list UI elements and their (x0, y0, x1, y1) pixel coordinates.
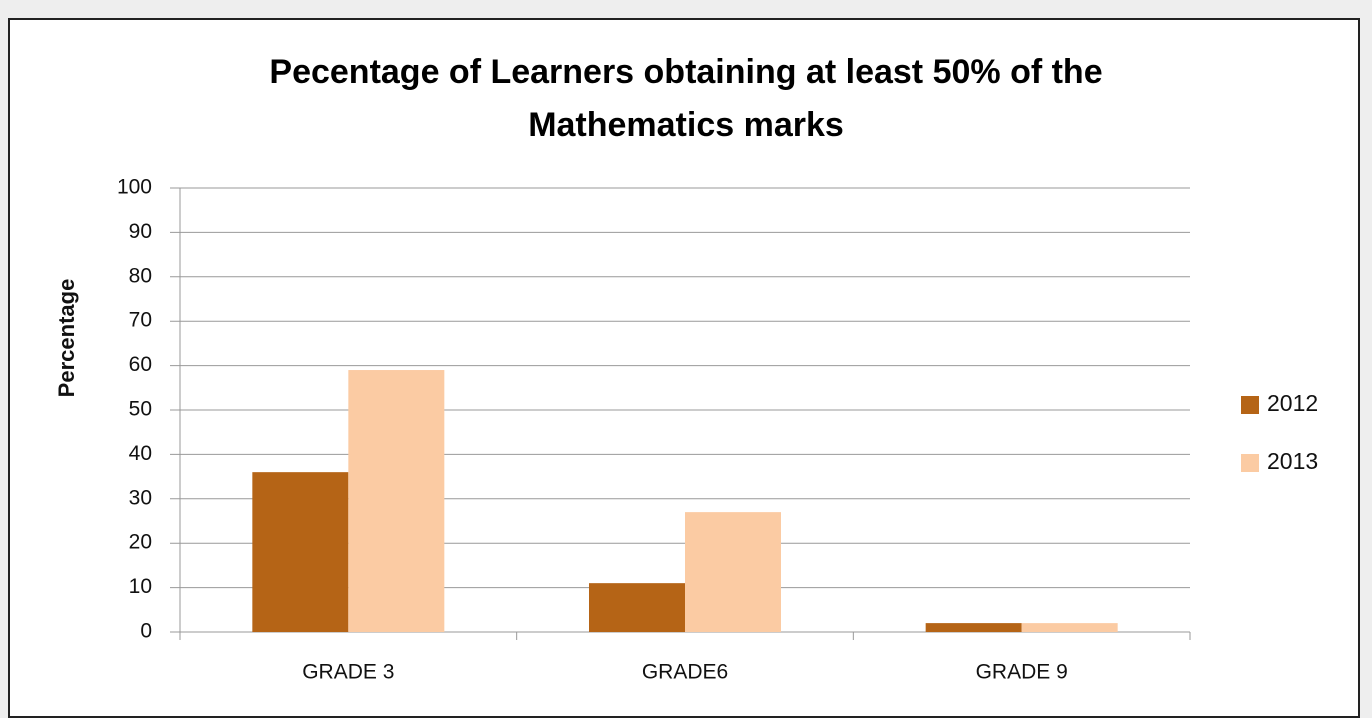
bar (348, 370, 445, 632)
y-tick-label: 50 (129, 398, 152, 421)
y-tick-label: 70 (129, 309, 152, 332)
bar (252, 472, 349, 632)
chart-title: Pecentage of Learners obtaining at least… (269, 53, 1103, 144)
bar (1021, 623, 1118, 632)
y-tick-label: 10 (129, 575, 152, 598)
y-tick-label: 60 (129, 353, 152, 376)
y-tick-label: 40 (129, 442, 152, 465)
y-tick-label: 30 (129, 486, 152, 509)
x-tick-label: GRADE6 (642, 661, 728, 684)
y-tick-label: 80 (129, 264, 152, 287)
legend-swatch (1241, 454, 1259, 472)
x-tick-label: GRADE 9 (976, 661, 1068, 684)
legend-label: 2012 (1267, 390, 1318, 416)
bar (925, 623, 1022, 632)
x-tick-label: GRADE 3 (302, 661, 394, 684)
y-axis-label: Percentage (54, 279, 79, 398)
y-tick-label: 100 (117, 176, 152, 199)
y-tick-label: 0 (140, 620, 152, 643)
bar (589, 583, 685, 632)
bar (685, 512, 781, 632)
legend-label: 2013 (1267, 448, 1318, 474)
y-tick-label: 90 (129, 220, 152, 243)
y-tick-label: 20 (129, 531, 152, 554)
legend-swatch (1241, 396, 1259, 414)
